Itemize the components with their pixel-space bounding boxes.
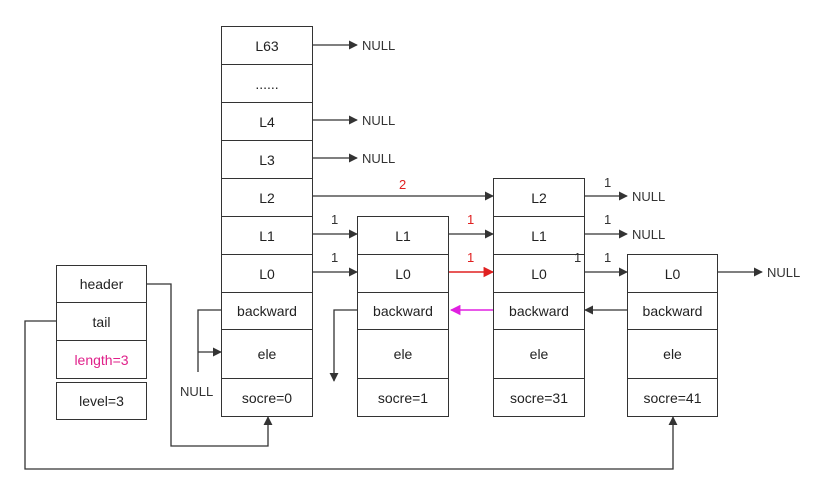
null-label-l4: NULL [362, 113, 396, 128]
head-level-l1: L1 [221, 216, 313, 255]
null-label-l63: NULL [362, 38, 396, 53]
span-label-node1-l1: 1 [467, 212, 475, 227]
null-label-node3-l0: NULL [767, 265, 801, 280]
head-level-l3: L3 [221, 140, 313, 179]
node3-backward: backward [627, 292, 718, 330]
span-label-node2-l1: 1 [604, 212, 612, 227]
node1-backward: backward [357, 292, 449, 330]
node2-level-l0: L0 [493, 254, 585, 293]
null-label-head-backward: NULL [180, 384, 214, 399]
head-level-l0: L0 [221, 254, 313, 293]
backward-head [197, 309, 221, 372]
span-label-head-l1: 1 [331, 212, 339, 227]
node2-level-l1: L1 [493, 216, 585, 255]
span-label-node1-l0: 1 [467, 250, 475, 265]
node2-score: socre=31 [493, 378, 585, 417]
list-level-field: level=3 [56, 382, 147, 420]
span-label-node2-l2: 1 [604, 175, 612, 190]
null-label-node2-l2: NULL [632, 189, 666, 204]
node2-level-l2: L2 [493, 178, 585, 217]
backward-node1 [329, 309, 357, 382]
list-tail-pointer [24, 320, 678, 470]
head-level-l2: L2 [221, 178, 313, 217]
list-tail-field: tail [56, 302, 147, 341]
list-length-field: length=3 [56, 340, 147, 379]
head-level-ellipsis: ...... [221, 64, 313, 103]
node1-level-l0: L0 [357, 254, 449, 293]
node3-ele: ele [627, 329, 718, 379]
head-backward: backward [221, 292, 313, 330]
head-level-l63: L63 [221, 26, 313, 65]
node1-ele: ele [357, 329, 449, 379]
node3-score: socre=41 [627, 378, 718, 417]
node1-level-l1: L1 [357, 216, 449, 255]
node2-ele: ele [493, 329, 585, 379]
head-score: socre=0 [221, 378, 313, 417]
list-header-pointer [147, 283, 273, 447]
node1-score: socre=1 [357, 378, 449, 417]
head-level-l4: L4 [221, 102, 313, 141]
node3-level-l0: L0 [627, 254, 718, 293]
head-ele: ele [221, 329, 313, 379]
list-header-field: header [56, 265, 147, 303]
span-label-node2-l0-b: 1 [604, 250, 612, 265]
span-label-head-l0: 1 [331, 250, 339, 265]
span-label-node2-l0-a: 1 [574, 250, 582, 265]
span-label-head-l2: 2 [399, 177, 407, 192]
node2-backward: backward [493, 292, 585, 330]
null-label-node2-l1: NULL [632, 227, 666, 242]
null-label-l3: NULL [362, 151, 396, 166]
